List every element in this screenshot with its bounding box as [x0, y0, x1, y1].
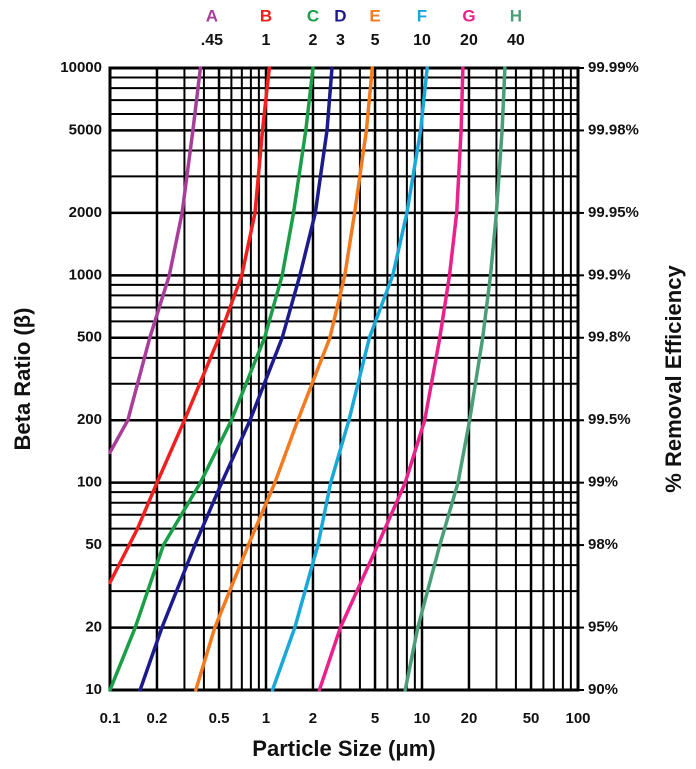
series-line — [138, 66, 334, 692]
legend-letter: D — [334, 6, 346, 25]
x-tick-label: 50 — [523, 710, 540, 727]
series-line — [108, 66, 315, 692]
legend-rating: 5 — [371, 32, 380, 49]
x-axis-title: Particle Size (μm) — [252, 736, 435, 761]
legend-rating: 40 — [507, 32, 525, 49]
legend-letter: H — [510, 6, 522, 25]
x-tick-label: 0.1 — [100, 710, 121, 727]
legend-letter: B — [260, 6, 272, 25]
y-tick-label: 50 — [85, 536, 102, 553]
x-tick-label: 5 — [371, 710, 379, 727]
legend-rating: 3 — [336, 32, 345, 49]
legend-letter: G — [462, 6, 475, 25]
y-tick-label: 200 — [77, 411, 102, 428]
legend-rating: 20 — [460, 32, 478, 49]
y2-tick-label: 99.5% — [588, 411, 631, 428]
plot-frame — [108, 66, 580, 692]
series-line — [270, 66, 429, 692]
series-line — [108, 66, 203, 455]
series-line — [403, 66, 507, 692]
x-tick-label: 0.5 — [209, 710, 230, 727]
series-line — [194, 66, 375, 692]
legend-letter: F — [417, 6, 427, 25]
legend-rating: 2 — [309, 32, 318, 49]
y2-tick-label: 99.95% — [588, 204, 639, 221]
y2-tick-label: 99.98% — [588, 121, 639, 138]
x-tick-label: 0.2 — [147, 710, 168, 727]
legend-letter: E — [369, 6, 380, 25]
y2-tick-label: 99.8% — [588, 329, 631, 346]
y2-axis-title: % Removal Efficiency — [661, 265, 686, 493]
x-tick-label: 2 — [309, 710, 317, 727]
series-line — [108, 66, 272, 585]
legend-letter: A — [206, 6, 218, 25]
y2-tick-label: 90% — [588, 681, 618, 698]
x-tick-label: 20 — [461, 710, 478, 727]
y-tick-label: 100 — [77, 474, 102, 491]
x-tick-label: 1 — [262, 710, 270, 727]
legend-rating: .45 — [201, 32, 223, 49]
y-tick-label: 20 — [85, 619, 102, 636]
legend-letter: C — [307, 6, 319, 25]
y-tick-label: 5000 — [69, 121, 102, 138]
y-axis-title: Beta Ratio (β) — [10, 308, 35, 451]
legend-rating: 1 — [262, 32, 271, 49]
legend-rating: 10 — [413, 32, 431, 49]
y2-tick-label: 99.99% — [588, 59, 639, 76]
y2-tick-label: 98% — [588, 536, 618, 553]
x-tick-label: 10 — [414, 710, 431, 727]
y-tick-label: 500 — [77, 329, 102, 346]
y2-tick-label: 99% — [588, 474, 618, 491]
series-line — [317, 66, 465, 692]
y-tick-label: 2000 — [69, 204, 102, 221]
y-tick-label: 1000 — [69, 266, 102, 283]
y2-tick-label: 99.9% — [588, 266, 631, 283]
y-tick-label: 10 — [85, 681, 102, 698]
y2-tick-label: 95% — [588, 619, 618, 636]
x-tick-label: 100 — [565, 710, 590, 727]
y-tick-label: 10000 — [60, 59, 102, 76]
